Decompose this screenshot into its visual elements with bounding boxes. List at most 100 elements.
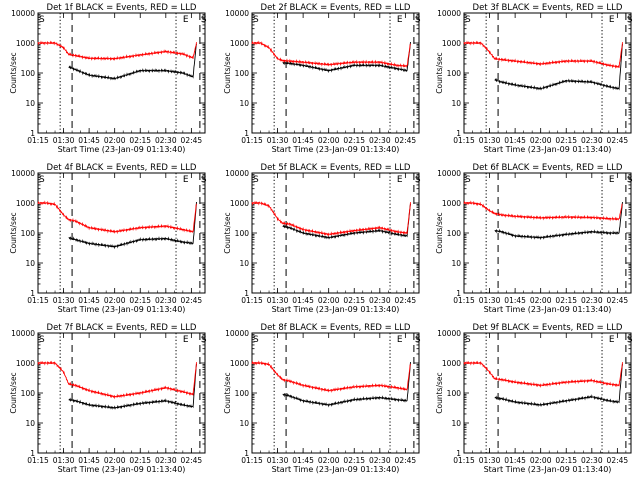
x-tick-label: 02:45 xyxy=(607,456,629,465)
x-tick-label: 01:45 xyxy=(504,136,526,145)
y-tick-label: 1 xyxy=(30,449,35,458)
x-tick-label: 01:15 xyxy=(27,136,49,145)
event-marker-label: S xyxy=(201,15,207,25)
y-tick-label: 1 xyxy=(456,449,461,458)
y-tick-label: 100 xyxy=(447,229,462,238)
x-axis-label: Start Time (23-Jan-09 01:13:40) xyxy=(272,305,400,314)
x-tick-label: 01:45 xyxy=(292,456,314,465)
x-tick-label: 02:15 xyxy=(555,136,577,145)
x-tick-label: 01:45 xyxy=(292,136,314,145)
x-tick-label: 01:30 xyxy=(479,136,501,145)
y-tick-label: 1000 xyxy=(230,39,249,48)
series-line-events xyxy=(282,203,411,240)
x-tick-label: 01:45 xyxy=(504,456,526,465)
y-tick-label: 1 xyxy=(456,129,461,138)
panel-title: Det 2f BLACK = Events, RED = LLD xyxy=(261,3,411,13)
x-tick-label: 01:45 xyxy=(504,296,526,305)
series-line-events xyxy=(494,43,623,91)
x-tick-label: 02:00 xyxy=(104,296,126,305)
series-line-lld xyxy=(463,40,623,69)
x-tick-label: 02:00 xyxy=(318,136,340,145)
y-tick-label: 1000 xyxy=(442,359,461,368)
x-tick-label: 02:30 xyxy=(581,136,603,145)
x-tick-label: 01:15 xyxy=(27,296,49,305)
y-tick-label: 10 xyxy=(451,99,461,108)
x-axis-label: Start Time (23-Jan-09 01:13:40) xyxy=(272,465,400,474)
y-tick-label: 10 xyxy=(451,419,461,428)
x-tick-label: 01:15 xyxy=(453,456,475,465)
y-tick-label: 10 xyxy=(239,99,249,108)
y-tick-label: 1000 xyxy=(442,199,461,208)
event-marker-label: E xyxy=(397,175,403,185)
y-tick-label: 10000 xyxy=(437,169,461,178)
series-line-lld xyxy=(251,40,411,68)
x-axis-label: Start Time (23-Jan-09 01:13:40) xyxy=(58,305,186,314)
x-tick-label: 02:15 xyxy=(343,456,365,465)
y-tick-label: 1 xyxy=(30,289,35,298)
x-tick-label: 02:45 xyxy=(395,296,417,305)
plot-frame xyxy=(37,172,206,294)
x-tick-label: 02:45 xyxy=(395,456,417,465)
x-tick-label: 02:30 xyxy=(155,456,177,465)
event-marker-label: S xyxy=(627,335,633,345)
event-marker-label: S xyxy=(39,15,45,25)
y-axis-label: Counts/sec xyxy=(435,372,444,413)
y-tick-label: 100 xyxy=(235,389,250,398)
y-tick-label: 100 xyxy=(21,389,36,398)
series-line-events xyxy=(68,43,197,81)
y-tick-label: 1000 xyxy=(230,199,249,208)
plot-frame xyxy=(463,12,632,134)
panel-title: Det 1f BLACK = Events, RED = LLD xyxy=(47,3,197,13)
panel-title: Det 5f BLACK = Events, RED = LLD xyxy=(261,163,411,173)
x-tick-label: 01:45 xyxy=(78,456,100,465)
panel-title: Det 6f BLACK = Events, RED = LLD xyxy=(473,163,623,173)
panel-title: Det 4f BLACK = Events, RED = LLD xyxy=(47,163,197,173)
y-tick-label: 1 xyxy=(244,449,249,458)
x-tick-label: 02:15 xyxy=(555,296,577,305)
x-tick-label: 01:45 xyxy=(292,296,314,305)
event-marker-label: E xyxy=(183,335,189,345)
y-axis-label: Counts/sec xyxy=(223,52,232,93)
y-tick-label: 1 xyxy=(244,289,249,298)
x-axis-label: Start Time (23-Jan-09 01:13:40) xyxy=(484,465,612,474)
panel-title: Det 9f BLACK = Events, RED = LLD xyxy=(473,323,623,333)
x-axis-label: Start Time (23-Jan-09 01:13:40) xyxy=(272,145,400,154)
event-marker-label: S xyxy=(253,15,259,25)
x-tick-label: 01:30 xyxy=(267,296,289,305)
y-tick-label: 1000 xyxy=(16,39,35,48)
y-tick-label: 100 xyxy=(21,229,36,238)
x-tick-label: 02:00 xyxy=(104,136,126,145)
y-tick-label: 100 xyxy=(235,229,250,238)
x-tick-label: 02:45 xyxy=(607,136,629,145)
panel-title: Det 3f BLACK = Events, RED = LLD xyxy=(473,3,623,13)
x-tick-label: 02:15 xyxy=(129,136,151,145)
y-tick-label: 1000 xyxy=(16,359,35,368)
y-axis-label: Counts/sec xyxy=(435,52,444,93)
y-tick-label: 1000 xyxy=(230,359,249,368)
plot-frame xyxy=(251,332,420,454)
x-axis-label: Start Time (23-Jan-09 01:13:40) xyxy=(58,465,186,474)
series-line-events xyxy=(68,201,197,250)
panel-title: Det 8f BLACK = Events, RED = LLD xyxy=(261,323,411,333)
event-marker-label: S xyxy=(415,15,421,25)
x-tick-label: 02:00 xyxy=(318,456,340,465)
x-tick-label: 01:45 xyxy=(78,296,100,305)
y-tick-label: 10 xyxy=(239,259,249,268)
x-tick-label: 01:30 xyxy=(479,296,501,305)
event-marker-label: S xyxy=(39,175,45,185)
x-tick-label: 01:30 xyxy=(53,296,75,305)
x-tick-label: 01:15 xyxy=(453,296,475,305)
y-tick-label: 10000 xyxy=(225,9,249,18)
x-tick-label: 02:30 xyxy=(369,456,391,465)
y-tick-label: 1 xyxy=(456,289,461,298)
y-tick-label: 1 xyxy=(244,129,249,138)
y-axis-label: Counts/sec xyxy=(9,372,18,413)
x-tick-label: 01:15 xyxy=(241,456,263,465)
x-tick-label: 01:30 xyxy=(267,136,289,145)
x-tick-label: 02:00 xyxy=(530,136,552,145)
series-line-lld xyxy=(463,200,623,222)
y-tick-label: 100 xyxy=(21,69,36,78)
plot-frame xyxy=(463,332,632,454)
event-marker-label: S xyxy=(465,15,471,25)
y-tick-label: 10 xyxy=(239,419,249,428)
